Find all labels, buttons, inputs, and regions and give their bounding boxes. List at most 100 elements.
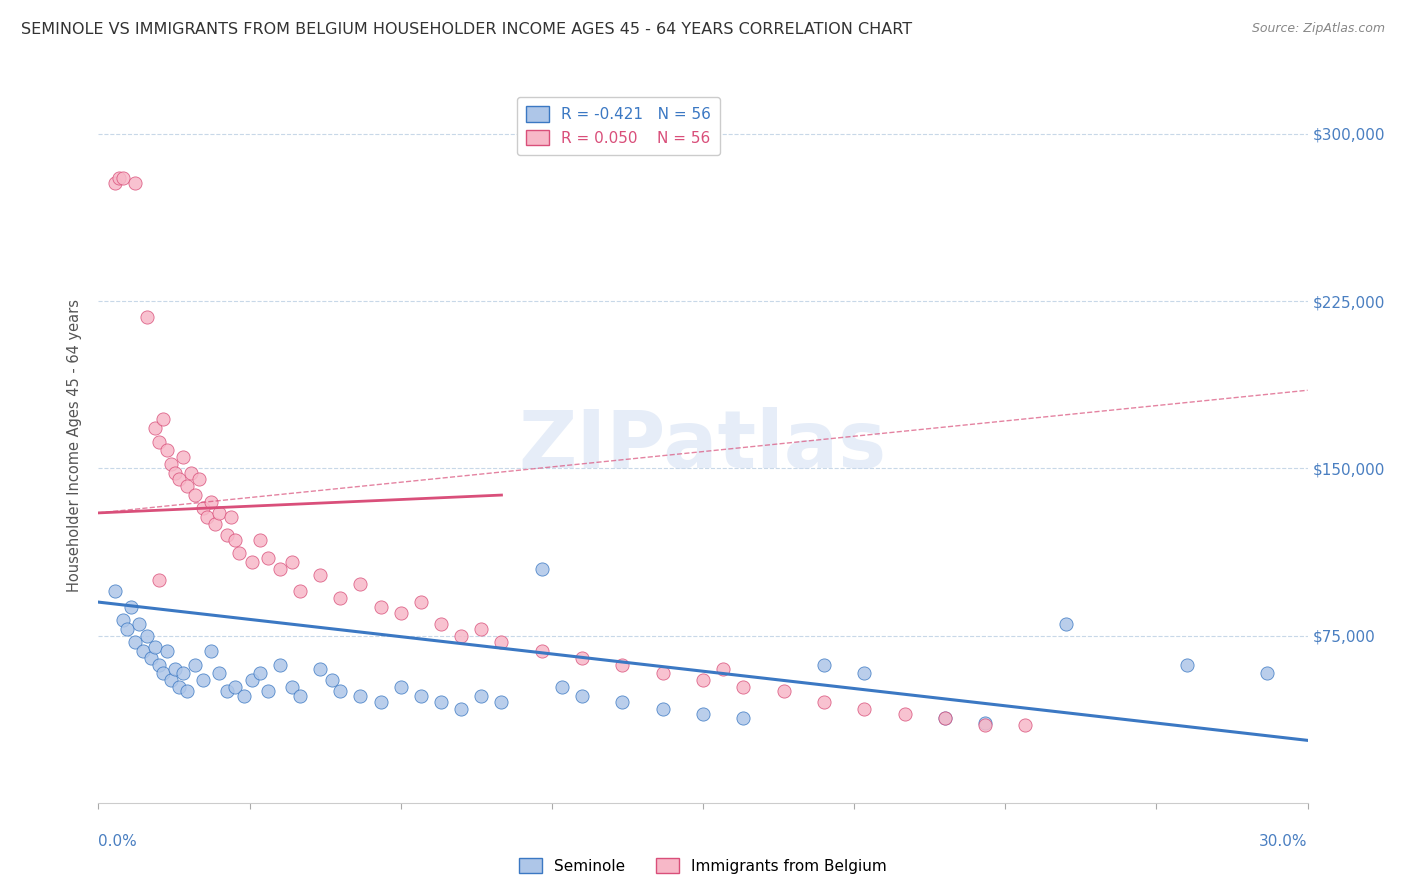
Point xyxy=(651,666,673,681)
Point xyxy=(934,711,956,725)
Point xyxy=(974,715,997,730)
Point xyxy=(167,473,190,487)
Point xyxy=(853,702,876,716)
Point xyxy=(139,651,162,665)
Point xyxy=(530,562,553,576)
Point xyxy=(160,457,183,471)
Point xyxy=(612,657,634,672)
Point xyxy=(217,684,239,698)
Point xyxy=(124,635,146,649)
Point xyxy=(163,466,186,480)
Point xyxy=(288,689,311,703)
Point xyxy=(115,622,138,636)
Point xyxy=(1054,617,1077,632)
Point xyxy=(321,673,343,687)
Point xyxy=(329,591,352,605)
Point xyxy=(188,473,211,487)
Point xyxy=(389,607,412,621)
Point xyxy=(349,577,371,591)
Y-axis label: Householder Income Ages 45 - 64 years: Householder Income Ages 45 - 64 years xyxy=(67,300,83,592)
Point xyxy=(893,706,915,721)
Point xyxy=(128,617,150,632)
Point xyxy=(733,680,755,694)
Point xyxy=(370,599,392,614)
Point xyxy=(172,450,194,464)
Point xyxy=(193,501,215,516)
Text: 0.0%: 0.0% xyxy=(98,834,138,849)
Point xyxy=(389,680,412,694)
Point xyxy=(491,635,513,649)
Point xyxy=(530,644,553,658)
Point xyxy=(692,706,714,721)
Point xyxy=(651,702,673,716)
Point xyxy=(148,657,170,672)
Point xyxy=(309,568,332,582)
Point xyxy=(1256,666,1278,681)
Point xyxy=(200,644,222,658)
Point xyxy=(148,434,170,449)
Point xyxy=(309,662,332,676)
Point xyxy=(470,622,492,636)
Point xyxy=(228,546,250,560)
Point xyxy=(470,689,492,703)
Point xyxy=(172,666,194,681)
Point xyxy=(152,666,174,681)
Text: 30.0%: 30.0% xyxy=(1260,834,1308,849)
Point xyxy=(111,171,134,186)
Point xyxy=(370,696,392,710)
Point xyxy=(256,550,278,565)
Point xyxy=(813,657,835,672)
Point xyxy=(208,506,231,520)
Point xyxy=(152,412,174,426)
Point xyxy=(491,696,513,710)
Point xyxy=(107,171,129,186)
Point xyxy=(103,583,125,598)
Point xyxy=(571,651,593,665)
Point xyxy=(692,673,714,687)
Point xyxy=(156,443,179,458)
Point xyxy=(551,680,574,694)
Point xyxy=(733,711,755,725)
Point xyxy=(148,573,170,587)
Point xyxy=(329,684,352,698)
Point xyxy=(349,689,371,703)
Point xyxy=(450,628,472,642)
Point xyxy=(240,673,263,687)
Point xyxy=(430,696,453,710)
Point xyxy=(224,680,246,694)
Point xyxy=(103,176,125,190)
Point xyxy=(163,662,186,676)
Point xyxy=(256,684,278,698)
Point xyxy=(135,310,157,324)
Point xyxy=(193,673,215,687)
Text: Source: ZipAtlas.com: Source: ZipAtlas.com xyxy=(1251,22,1385,36)
Point xyxy=(132,644,155,658)
Point xyxy=(176,479,198,493)
Point xyxy=(135,628,157,642)
Point xyxy=(450,702,472,716)
Point xyxy=(269,562,291,576)
Point xyxy=(240,555,263,569)
Point xyxy=(111,613,134,627)
Point xyxy=(1175,657,1198,672)
Point xyxy=(204,517,226,532)
Point xyxy=(195,510,218,524)
Point xyxy=(974,717,997,731)
Point xyxy=(711,662,734,676)
Point xyxy=(184,657,207,672)
Point xyxy=(281,680,304,694)
Point xyxy=(281,555,304,569)
Point xyxy=(200,494,222,508)
Point xyxy=(430,617,453,632)
Point xyxy=(143,640,166,654)
Point xyxy=(934,711,956,725)
Point xyxy=(208,666,231,681)
Point xyxy=(217,528,239,542)
Point xyxy=(176,684,198,698)
Point xyxy=(853,666,876,681)
Legend: R = -0.421   N = 56, R = 0.050    N = 56: R = -0.421 N = 56, R = 0.050 N = 56 xyxy=(516,97,720,155)
Point xyxy=(221,510,243,524)
Point xyxy=(288,583,311,598)
Point xyxy=(813,696,835,710)
Point xyxy=(249,533,271,547)
